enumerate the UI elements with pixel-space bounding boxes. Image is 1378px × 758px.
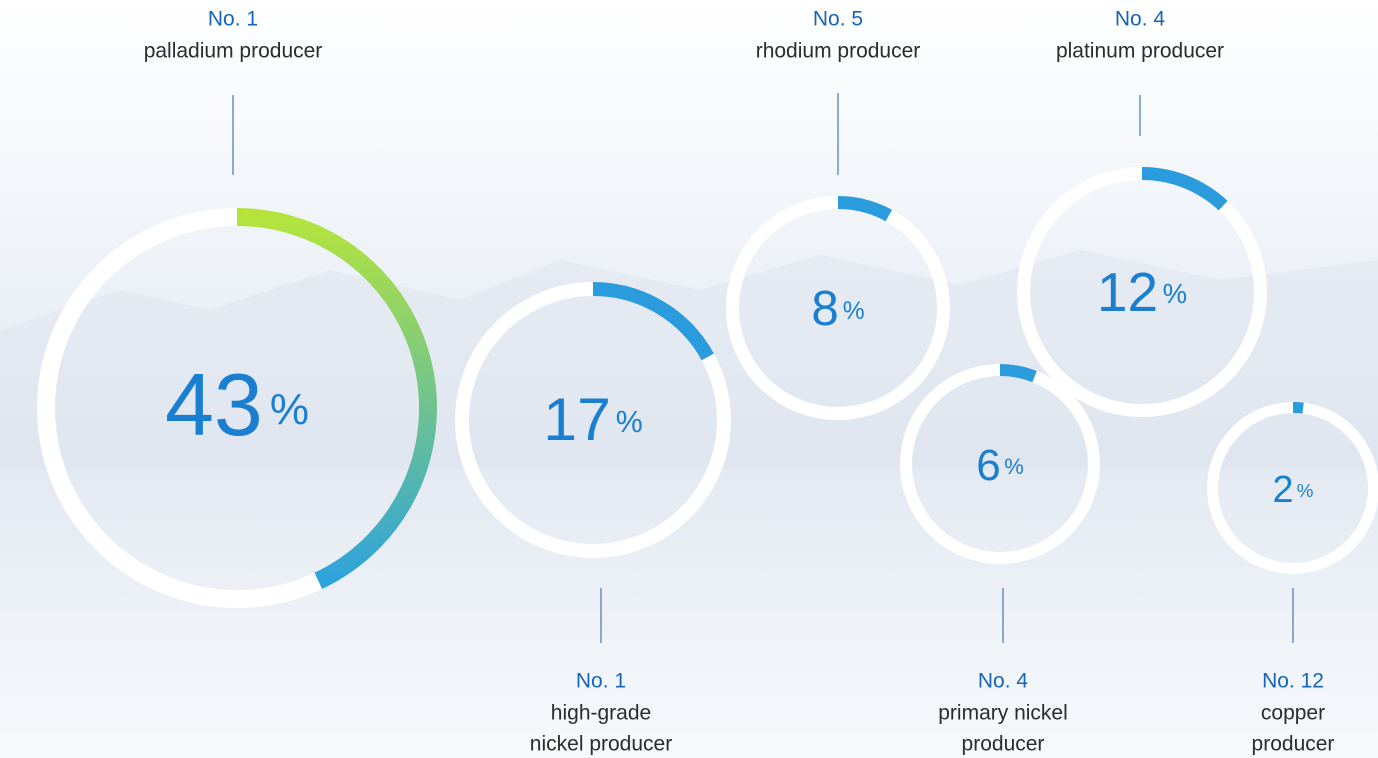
ring-arc [1000,370,1035,377]
value-unit: % [270,385,309,434]
value-unit: % [843,298,865,325]
description: producer [962,733,1045,756]
value-unit: % [1297,481,1314,502]
rank-label: No. 4 [1115,8,1166,31]
value-number: 6 [976,441,1000,490]
description: rhodium producer [756,40,921,63]
value-number: 17 [543,385,611,453]
description: high-grade [551,702,651,725]
description: copper [1261,702,1325,725]
value-unit: % [1004,454,1024,479]
page: 43% No. 1 palladium producer 17% No. 1 high-g… [0,0,1378,758]
value-unit: % [1163,278,1187,309]
value-number: 43 [165,355,263,454]
ring-arc [1293,408,1303,409]
rank-label: No. 4 [978,670,1029,693]
rank-label: No. 12 [1262,670,1324,693]
value-number: 8 [811,281,838,336]
chart: 43% No. 1 palladium producer 17% No. 1 high-g… [0,0,1378,758]
value-number: 2 [1273,469,1294,511]
description: platinum producer [1056,40,1224,63]
description: primary nickel [938,702,1068,725]
rank-label: No. 5 [813,8,863,31]
rank-label: No. 1 [576,670,626,693]
description: palladium producer [144,40,323,63]
value-number: 12 [1097,261,1158,323]
rank-label: No. 1 [208,8,258,31]
value-unit: % [616,406,643,439]
description: nickel producer [530,733,672,756]
description: producer [1252,733,1335,756]
